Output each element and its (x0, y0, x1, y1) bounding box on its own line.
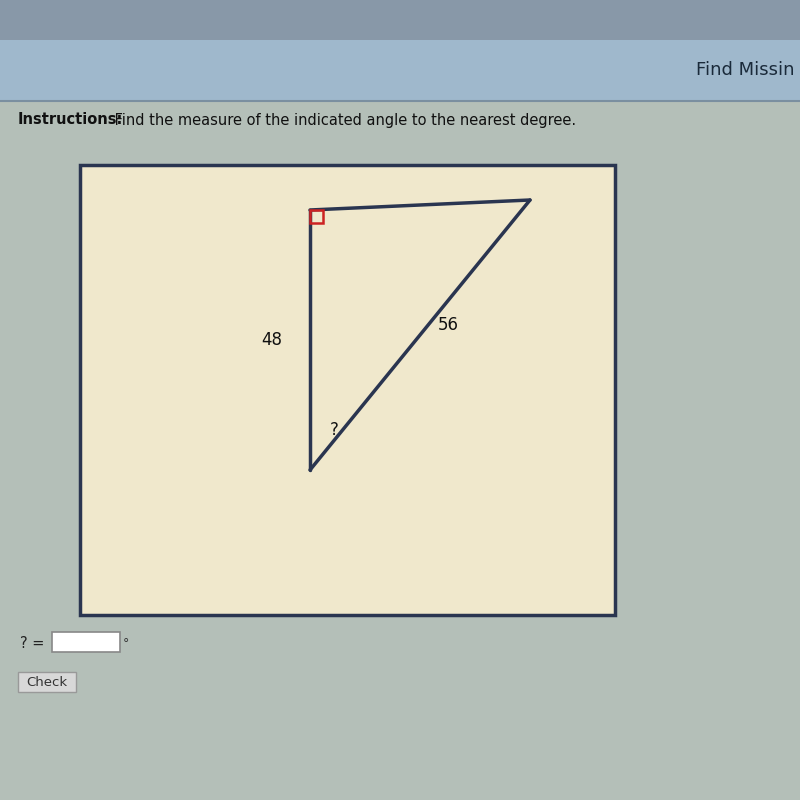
Text: Find the measure of the indicated angle to the nearest degree.: Find the measure of the indicated angle … (110, 113, 576, 127)
Bar (0, 100, 800, 800)
Text: Instructions:: Instructions: (18, 113, 123, 127)
Text: Check: Check (26, 675, 67, 689)
Bar (80, 165, 615, 615)
Text: ?: ? (330, 421, 339, 439)
Bar (0, 0, 800, 40)
Bar (0, 40, 800, 100)
Bar (310, 210, 323, 223)
Text: Find Missin: Find Missin (697, 61, 795, 79)
Text: ? =: ? = (20, 637, 44, 651)
Text: 56: 56 (438, 316, 459, 334)
Text: °: ° (123, 638, 130, 650)
Bar (52, 632, 120, 652)
Bar (18, 672, 76, 692)
Text: 48: 48 (261, 331, 282, 349)
